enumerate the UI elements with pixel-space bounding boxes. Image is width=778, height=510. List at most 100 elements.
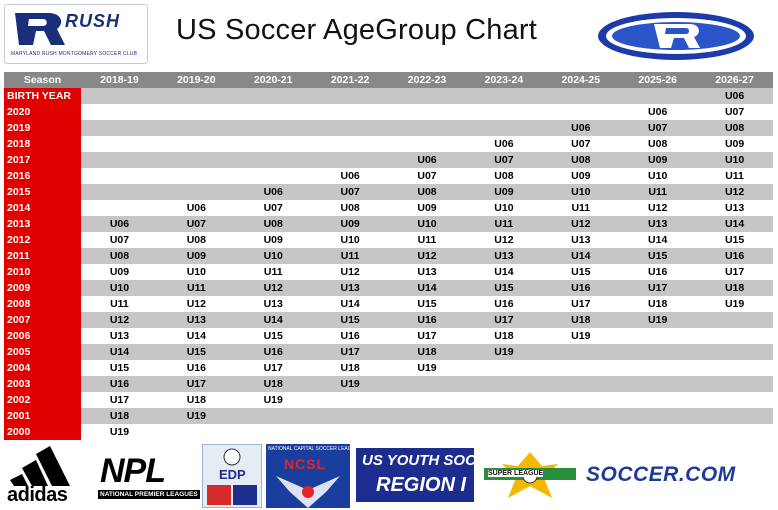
birth-year-cell: 2019 [4,120,81,136]
age-group-cell: U08 [696,120,774,136]
age-group-cell: U16 [465,296,543,312]
age-group-cell [542,376,620,392]
age-group-cell [311,88,389,104]
age-group-cell: U18 [619,296,697,312]
birth-year-cell: 2008 [4,296,81,312]
age-group-cell [311,120,389,136]
birth-year-cell: 2005 [4,344,81,360]
age-group-cell: U07 [388,168,466,184]
age-group-cell: U17 [157,376,235,392]
age-group-cell [157,168,235,184]
age-group-cell: U11 [388,232,466,248]
birth-year-cell: 2013 [4,216,81,232]
age-group-cell: U19 [465,344,543,360]
rush-oval-logo [598,12,754,60]
age-group-cell: U08 [157,232,235,248]
age-group-cell [542,88,620,104]
age-group-cell: U14 [465,264,543,280]
age-group-cell [157,136,235,152]
age-group-table: Season 2018-19 2019-20 2020-21 2021-22 2022-2… [4,72,774,440]
age-group-cell: U15 [542,264,620,280]
age-group-cell: U16 [542,280,620,296]
age-group-cell: U14 [696,216,774,232]
age-group-cell [234,152,312,168]
age-group-cell [542,104,620,120]
age-group-cell: U07 [619,120,697,136]
age-group-cell: U18 [465,328,543,344]
table-row: 2002 U17 U18 U19 [4,392,774,408]
age-group-cell: U10 [388,216,466,232]
age-group-cell: U08 [465,168,543,184]
age-group-cell: U11 [157,280,235,296]
table-row: 2012 U07 U08 U09 U10 U11 U12 U13 U14 U15 [4,232,774,248]
age-group-cell: U09 [81,264,158,280]
table-row: 2005 U14 U15 U16 U17 U18 U19 [4,344,774,360]
age-group-cell: U06 [157,200,235,216]
age-group-cell: U06 [388,152,466,168]
age-group-cell [311,104,389,120]
age-group-cell: U15 [465,280,543,296]
age-group-cell: U16 [234,344,312,360]
age-group-cell: U09 [465,184,543,200]
age-group-cell: U13 [157,312,235,328]
age-group-cell: U12 [81,312,158,328]
edp-logo: EDP [202,444,262,508]
ncsl-eagle-icon [276,476,340,508]
age-group-cell [465,376,543,392]
table-row: 2004 U15 U16 U17 U18 U19 [4,360,774,376]
age-group-cell [696,312,774,328]
birth-year-cell: 2014 [4,200,81,216]
page-title: US Soccer AgeGroup Chart [176,14,538,46]
age-group-cell: U18 [311,360,389,376]
age-group-cell: U14 [619,232,697,248]
birth-year-cell: 2012 [4,232,81,248]
age-group-cell [542,392,620,408]
age-group-cell: U14 [157,328,235,344]
age-group-cell: U16 [157,360,235,376]
age-group-cell [234,408,312,424]
age-group-cell [465,88,543,104]
birth-year-cell: 2009 [4,280,81,296]
age-group-cell: U07 [234,200,312,216]
birth-year-cell: 2006 [4,328,81,344]
age-group-cell: U19 [619,312,697,328]
age-group-cell: U10 [465,200,543,216]
age-group-cell: U06 [465,136,543,152]
age-group-cell [465,408,543,424]
table-row: 2011 U08 U09 U10 U11 U12 U13 U14 U15 U16 [4,248,774,264]
age-group-cell [696,360,774,376]
age-group-cell [388,392,466,408]
age-group-cell: U08 [81,248,158,264]
age-group-cell [81,152,158,168]
age-group-cell: U07 [696,104,774,120]
age-group-cell: U16 [311,328,389,344]
age-group-cell: U18 [388,344,466,360]
age-group-cell: U09 [388,200,466,216]
age-group-cell: U08 [311,200,389,216]
age-group-cell [388,424,466,440]
age-group-cell: U15 [388,296,466,312]
age-group-cell: U18 [542,312,620,328]
age-group-cell: U10 [81,280,158,296]
age-group-cell [619,328,697,344]
age-group-cell [157,104,235,120]
birth-year-cell: 2018 [4,136,81,152]
season-header-row: Season 2018-19 2019-20 2020-21 2021-22 2022-2… [4,72,774,88]
age-group-cell [388,376,466,392]
season-header-cell: 2020-21 [234,72,312,88]
age-group-cell: U07 [465,152,543,168]
age-group-cell: U12 [696,184,774,200]
soccer-com-wordmark: SOCCER.COM [586,463,736,486]
age-group-cell [311,424,389,440]
age-group-cell: U15 [311,312,389,328]
age-group-cell: U13 [311,280,389,296]
soccer-com-logo: SOCCER.COM [584,462,770,488]
age-group-cell [81,184,158,200]
age-group-cell [311,392,389,408]
age-group-cell: U17 [81,392,158,408]
rush-r-icon [15,13,65,45]
npl-logo: NPL NATIONAL PREMIER LEAGUES [96,452,200,502]
age-group-cell: U18 [157,392,235,408]
age-group-cell: U09 [696,136,774,152]
age-group-cell: U12 [234,280,312,296]
